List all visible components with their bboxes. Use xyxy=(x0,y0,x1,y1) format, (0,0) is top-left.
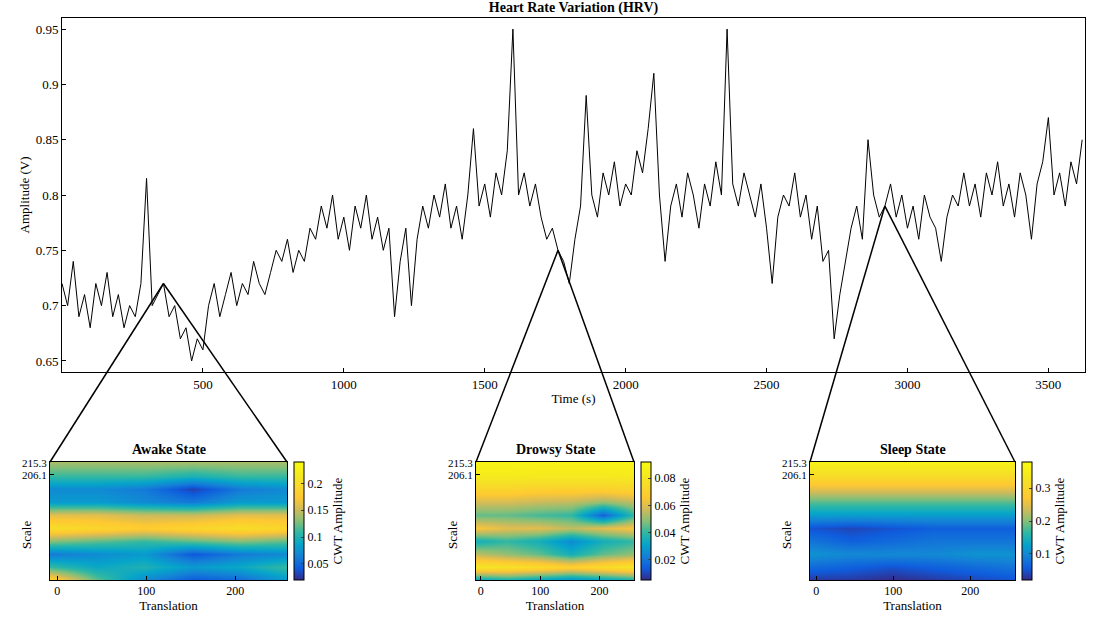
svg-text:Drowsy State: Drowsy State xyxy=(516,442,595,457)
svg-text:Awake State: Awake State xyxy=(132,442,206,457)
svg-text:1000: 1000 xyxy=(331,377,357,392)
svg-text:0.15: 0.15 xyxy=(307,503,328,517)
svg-text:0.9: 0.9 xyxy=(42,77,58,92)
svg-text:3500: 3500 xyxy=(1035,377,1061,392)
svg-text:Scale: Scale xyxy=(779,521,794,549)
svg-text:0.3: 0.3 xyxy=(1035,481,1050,495)
svg-text:Amplitude (V): Amplitude (V) xyxy=(17,157,32,234)
svg-text:Translation: Translation xyxy=(139,598,198,613)
svg-text:100: 100 xyxy=(531,584,549,598)
svg-text:500: 500 xyxy=(193,377,213,392)
svg-text:0: 0 xyxy=(813,584,819,598)
svg-text:0.85: 0.85 xyxy=(36,132,59,147)
svg-text:0.75: 0.75 xyxy=(36,243,59,258)
svg-text:0.2: 0.2 xyxy=(307,477,322,491)
svg-text:0: 0 xyxy=(54,584,60,598)
svg-text:0.05: 0.05 xyxy=(307,557,328,571)
svg-text:0: 0 xyxy=(478,584,484,598)
svg-text:CWT Amplitude: CWT Amplitude xyxy=(677,477,692,564)
svg-text:200: 200 xyxy=(961,584,979,598)
svg-text:Scale: Scale xyxy=(445,521,460,549)
svg-text:0.04: 0.04 xyxy=(654,526,675,540)
svg-text:Heart Rate Variation (HRV): Heart Rate Variation (HRV) xyxy=(489,0,659,16)
svg-text:206.1: 206.1 xyxy=(782,469,807,481)
svg-text:100: 100 xyxy=(137,584,155,598)
svg-text:215.3: 215.3 xyxy=(782,457,807,469)
svg-text:200: 200 xyxy=(591,584,609,598)
svg-text:Translation: Translation xyxy=(526,598,585,613)
svg-text:100: 100 xyxy=(884,584,902,598)
svg-text:0.2: 0.2 xyxy=(1035,514,1050,528)
svg-text:0.06: 0.06 xyxy=(654,499,675,513)
svg-text:206.1: 206.1 xyxy=(22,469,47,481)
svg-text:CWT Amplitude: CWT Amplitude xyxy=(1052,477,1067,564)
svg-text:2000: 2000 xyxy=(613,377,639,392)
svg-text:0.95: 0.95 xyxy=(36,22,59,37)
svg-text:Sleep State: Sleep State xyxy=(880,442,946,457)
svg-text:215.3: 215.3 xyxy=(22,457,47,469)
svg-text:Time (s): Time (s) xyxy=(552,391,596,406)
svg-text:200: 200 xyxy=(226,584,244,598)
svg-text:Translation: Translation xyxy=(883,598,942,613)
svg-text:1500: 1500 xyxy=(472,377,498,392)
svg-text:0.1: 0.1 xyxy=(307,530,322,544)
svg-text:2500: 2500 xyxy=(754,377,780,392)
svg-text:0.65: 0.65 xyxy=(36,353,59,368)
svg-text:3000: 3000 xyxy=(894,377,920,392)
svg-text:CWT Amplitude: CWT Amplitude xyxy=(330,477,345,564)
svg-text:0.08: 0.08 xyxy=(654,471,675,485)
svg-text:0.1: 0.1 xyxy=(1035,547,1050,561)
svg-text:206.1: 206.1 xyxy=(448,469,473,481)
svg-text:Scale: Scale xyxy=(19,521,34,549)
svg-text:0.7: 0.7 xyxy=(42,298,59,313)
svg-text:0.8: 0.8 xyxy=(42,188,58,203)
svg-text:215.3: 215.3 xyxy=(448,457,473,469)
svg-text:0.02: 0.02 xyxy=(654,553,675,567)
